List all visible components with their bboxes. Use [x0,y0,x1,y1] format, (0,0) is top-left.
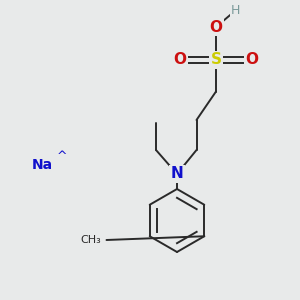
Text: O: O [245,52,259,68]
Text: H: H [231,4,240,17]
Text: O: O [173,52,187,68]
Text: N: N [171,167,183,182]
Text: ^: ^ [56,150,67,163]
Text: O: O [209,20,223,34]
Text: CH₃: CH₃ [80,235,101,245]
Text: Na: Na [32,158,52,172]
Text: S: S [211,52,221,68]
